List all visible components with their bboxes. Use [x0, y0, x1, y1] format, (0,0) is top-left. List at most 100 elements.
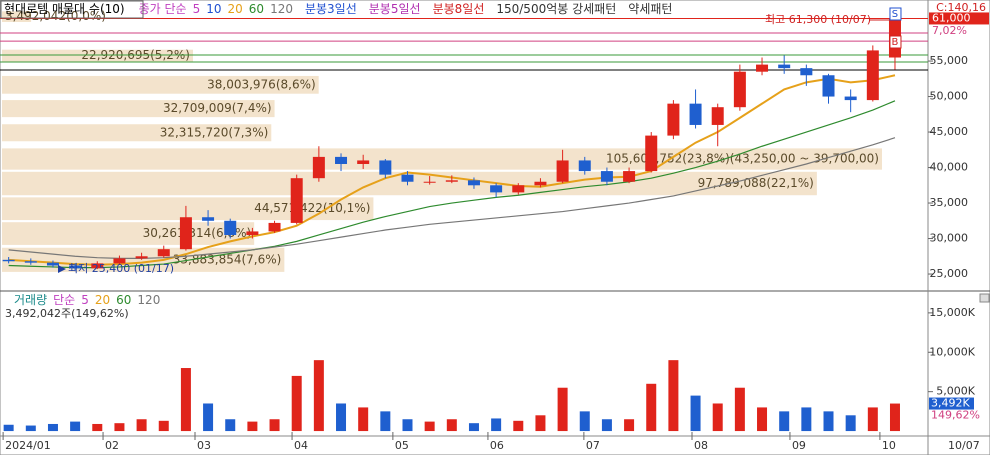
volume-box-label: 3,492K	[931, 397, 970, 410]
ratio-label: 149,62%	[931, 409, 980, 422]
volume-title: 거래량	[14, 293, 47, 307]
volume-bar	[424, 421, 435, 432]
legend: 현대로템 매물대 수(10) 종가 단순 5 10 20 60 120 분봉3일선 분봉5일선 분…	[4, 1, 672, 16]
volume-bar	[203, 403, 214, 432]
volume-profile-label: 38,003,976(8,6%)	[207, 77, 316, 91]
candle-body	[135, 256, 148, 259]
candle-body	[423, 181, 436, 183]
volume-bar	[158, 420, 169, 432]
signal-label: S	[892, 9, 898, 20]
candle-body	[667, 103, 680, 136]
x-tick-label: 09	[792, 439, 806, 452]
volume-bar	[535, 415, 546, 432]
y-tick-label: 35,000	[930, 196, 969, 209]
legend-indicator: 분봉3일선	[305, 2, 357, 16]
volume-bar	[247, 421, 258, 432]
candle-body	[600, 171, 613, 182]
candle-body	[335, 156, 348, 164]
candle-body	[756, 64, 769, 72]
volume-bar	[889, 403, 900, 432]
volume-legend-ma: 120	[137, 293, 160, 307]
candle-body	[312, 156, 325, 179]
volume-bar	[446, 419, 457, 432]
candle-body	[822, 75, 835, 97]
candle-body	[689, 103, 702, 125]
candle-body	[46, 262, 59, 266]
candle-body	[224, 220, 237, 235]
ma-line	[8, 137, 896, 260]
volume-legend-ma: 60	[116, 293, 131, 307]
candle-body	[246, 231, 259, 235]
legend-ma: 10	[206, 2, 221, 16]
candle-body	[645, 135, 658, 172]
volume-legend-ma: 20	[95, 293, 110, 307]
x-tick-label: 04	[294, 439, 308, 452]
signal-box	[889, 35, 902, 49]
volume-profile-label: 33,883,854(7,6%)	[173, 252, 282, 266]
volume-bar	[47, 423, 58, 432]
legend-indicator: 분봉8일선	[433, 2, 485, 16]
candle-body	[179, 217, 192, 250]
candle-body	[290, 178, 303, 223]
legend-indicator: 150/500억봉 강세패턴	[496, 2, 616, 16]
candle-body	[623, 171, 636, 182]
candle-body	[800, 68, 813, 76]
min-arrow	[58, 265, 66, 273]
candle-body	[733, 71, 746, 108]
legend-ma: 5	[193, 2, 201, 16]
legend-ma: 120	[270, 2, 293, 16]
x-tick-label: 10	[882, 439, 896, 452]
candle-body	[866, 50, 879, 101]
volume-bar	[601, 419, 612, 432]
max-label: 최고 61,300 (10/07)	[765, 13, 871, 26]
min-label: 최저 25,400 (01/17)	[68, 262, 174, 275]
volume-bar	[3, 424, 14, 432]
x-tick-label: 06	[490, 439, 504, 452]
volume-legend: 거래량 단순 5 20 60 120	[14, 293, 160, 307]
volume-bar	[757, 407, 768, 432]
volume-box	[929, 397, 974, 410]
candle-body	[844, 96, 857, 101]
volume-bar	[402, 419, 413, 432]
y-tick-label: 50,000	[930, 90, 969, 103]
candle-body	[2, 259, 15, 262]
volume-bar	[734, 387, 745, 432]
x-tick-label: 05	[395, 439, 409, 452]
volume-bar	[491, 418, 502, 432]
volume-profile-bar	[2, 49, 193, 62]
volume-bar	[313, 360, 324, 432]
volume-profile-label: 32,315,720(7,3%)	[160, 125, 269, 139]
y-tick-label: 10,000K	[929, 345, 975, 358]
panel-button[interactable]	[979, 293, 990, 303]
volume-bar	[114, 423, 125, 432]
y-tick-label: 30,000	[930, 232, 969, 245]
x-tick-label: 2024/01	[5, 439, 51, 452]
price-box	[929, 12, 989, 25]
volume-profile-bar	[2, 11, 32, 23]
candle-body	[445, 180, 458, 182]
legend-box	[0, 0, 144, 19]
legend-stock: 현대로템 매물대 수(10)	[4, 2, 125, 16]
candle-body	[379, 160, 392, 175]
ma-line	[8, 100, 896, 269]
y-tick-label: 40,000	[930, 161, 969, 174]
volume-bar	[579, 411, 590, 432]
volume-bar	[690, 395, 701, 432]
legend-indicator: 분봉5일선	[369, 2, 421, 16]
candle-body	[534, 181, 547, 186]
volume-bar	[513, 420, 524, 432]
x-tick-label: 07	[586, 439, 600, 452]
candle-body	[268, 222, 281, 232]
volume-bar	[646, 383, 657, 432]
volume-bar	[712, 403, 723, 432]
legend-indicator: 약세패턴	[628, 1, 672, 16]
volume-bar	[136, 419, 147, 432]
volume-bar	[380, 411, 391, 432]
candle-body	[578, 160, 591, 172]
candle-body	[401, 174, 414, 182]
volume-bar	[845, 415, 856, 432]
volume-bar	[468, 423, 479, 432]
volume-bar	[225, 419, 236, 432]
